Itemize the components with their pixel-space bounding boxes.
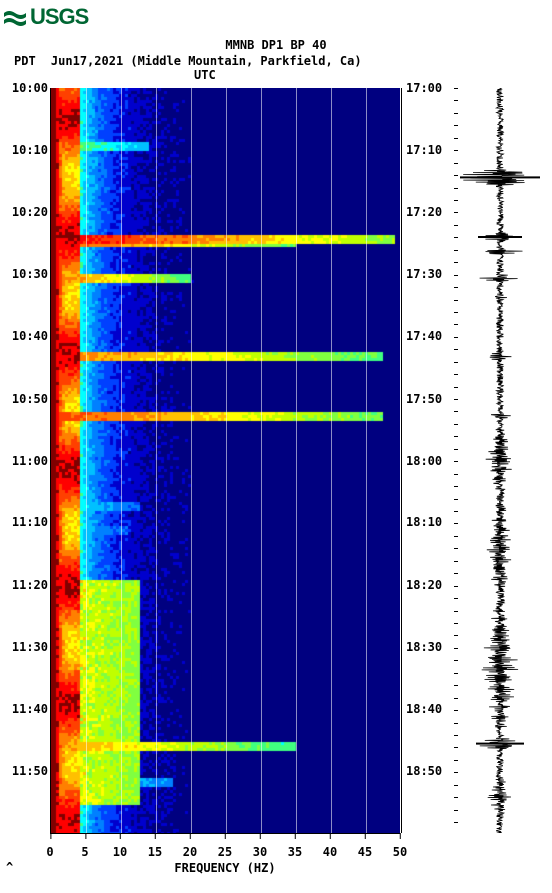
y-tick-right: 17:40 bbox=[406, 329, 442, 343]
x-tick: 20 bbox=[183, 845, 197, 859]
chart-header: MMNB DP1 BP 40 PDT Jun17,2021 (Middle Mo… bbox=[0, 38, 552, 82]
chart-title: MMNB DP1 BP 40 bbox=[0, 38, 552, 52]
y-tick-right: 17:50 bbox=[406, 392, 442, 406]
y-tick-left: 11:00 bbox=[12, 454, 48, 468]
y-tick-right: 17:30 bbox=[406, 267, 442, 281]
x-tick: 25 bbox=[218, 845, 232, 859]
x-tick: 10 bbox=[113, 845, 127, 859]
y-tick-right: 18:10 bbox=[406, 515, 442, 529]
x-axis-label: FREQUENCY (HZ) bbox=[50, 861, 400, 875]
y-tick-right: 17:00 bbox=[406, 81, 442, 95]
utc-label: UTC bbox=[194, 68, 216, 82]
x-tick: 0 bbox=[46, 845, 53, 859]
chart-subtitle: PDT Jun17,2021 (Middle Mountain, Parkfie… bbox=[0, 54, 552, 82]
waveform-trace bbox=[460, 88, 540, 833]
y-axis-left-pdt: 10:0010:1010:2010:3010:4010:5011:0011:10… bbox=[0, 88, 50, 833]
y-tick-right: 17:20 bbox=[406, 205, 442, 219]
y-tick-left: 10:00 bbox=[12, 81, 48, 95]
x-axis-frequency: FREQUENCY (HZ) 05101520253035404550 bbox=[50, 833, 400, 873]
date-text: Jun17,2021 (Middle Mountain, Parkfield, … bbox=[51, 54, 362, 68]
caret-marker: ^ bbox=[6, 860, 13, 874]
x-tick: 40 bbox=[323, 845, 337, 859]
y-tick-right: 18:30 bbox=[406, 640, 442, 654]
spectrogram bbox=[50, 88, 400, 833]
y-tick-left: 11:40 bbox=[12, 702, 48, 716]
y-tick-left: 10:10 bbox=[12, 143, 48, 157]
usgs-wave-icon bbox=[4, 6, 26, 28]
x-tick: 45 bbox=[358, 845, 372, 859]
y-tick-right: 18:40 bbox=[406, 702, 442, 716]
x-tick: 35 bbox=[288, 845, 302, 859]
pdt-label: PDT bbox=[14, 54, 36, 68]
y-tick-left: 10:40 bbox=[12, 329, 48, 343]
y-tick-left: 10:30 bbox=[12, 267, 48, 281]
y-tick-left: 11:30 bbox=[12, 640, 48, 654]
usgs-logo: USGS bbox=[4, 4, 88, 30]
y-tick-left: 10:20 bbox=[12, 205, 48, 219]
y-tick-left: 10:50 bbox=[12, 392, 48, 406]
usgs-logo-text: USGS bbox=[30, 4, 88, 30]
x-tick: 50 bbox=[393, 845, 407, 859]
y-tick-left: 11:20 bbox=[12, 578, 48, 592]
y-tick-right: 18:50 bbox=[406, 764, 442, 778]
y-tick-right: 18:20 bbox=[406, 578, 442, 592]
y-tick-left: 11:10 bbox=[12, 515, 48, 529]
y-axis-right-utc: 17:0017:1017:2017:3017:4017:5018:0018:10… bbox=[404, 88, 454, 833]
x-tick: 30 bbox=[253, 845, 267, 859]
x-tick: 15 bbox=[148, 845, 162, 859]
y-tick-left: 11:50 bbox=[12, 764, 48, 778]
x-tick: 5 bbox=[81, 845, 88, 859]
y-tick-right: 18:00 bbox=[406, 454, 442, 468]
y-tick-right: 17:10 bbox=[406, 143, 442, 157]
